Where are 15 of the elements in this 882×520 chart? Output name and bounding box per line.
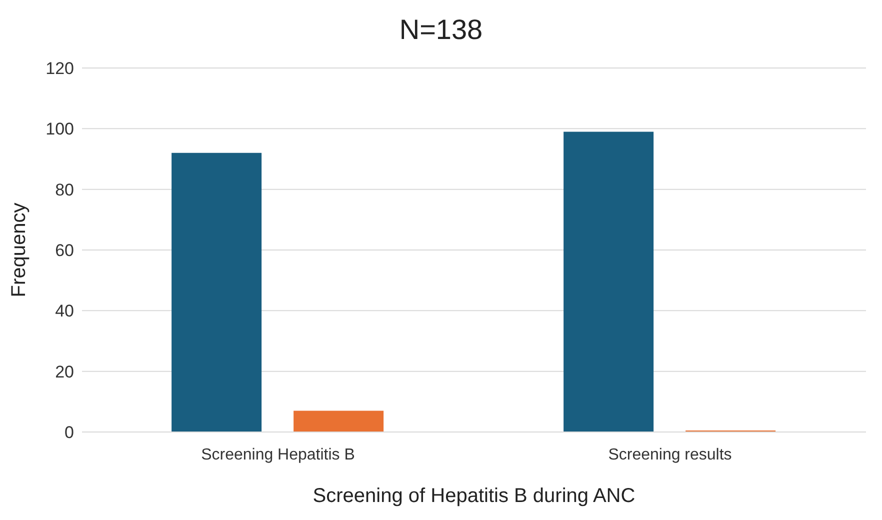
- y-tick-label: 100: [46, 120, 74, 139]
- bar: [172, 152, 262, 432]
- x-axis-title: Screening of Hepatitis B during ANC: [312, 485, 636, 507]
- bar: [564, 132, 654, 432]
- y-tick-label: 120: [46, 59, 74, 78]
- y-tick-label: 40: [55, 302, 74, 321]
- y-axis-title: Frequency: [8, 202, 30, 298]
- chart-title: N=138: [398, 13, 484, 47]
- x-tick-label: Screening Hepatitis B: [201, 446, 355, 464]
- y-tick-label: 20: [55, 362, 74, 382]
- x-tick-label: Screening results: [608, 446, 732, 464]
- bar: [294, 410, 384, 432]
- y-tick-label: 80: [55, 180, 74, 200]
- y-tick-label: 60: [55, 241, 74, 260]
- y-tick-label: 0: [64, 423, 74, 442]
